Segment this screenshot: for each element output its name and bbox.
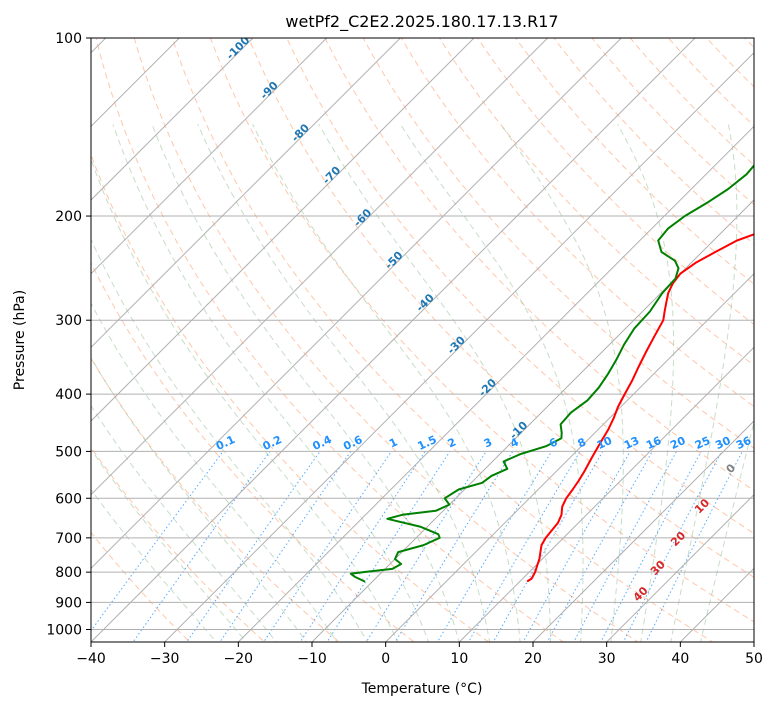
moist-adiabat-line [91, 158, 399, 642]
moist-adiabat-line [91, 488, 217, 642]
moist-adiabat-line [670, 124, 738, 642]
x-tick-label: −40 [76, 651, 106, 667]
plot-area: -100-90-80-70-60-50-40-30-20-100.1 0.2 0.4… [91, 38, 754, 642]
mixing-ratio-line [91, 451, 224, 632]
dry-adiabat-line [400, 38, 754, 408]
dry-adiabat-line [91, 531, 191, 642]
x-tick-label: −20 [224, 651, 254, 667]
x-tick-label: 10 [450, 651, 468, 667]
temperature-line [526, 233, 754, 583]
isotherm-gridline [458, 346, 754, 642]
y-axis-title: Pressure (hPa) [12, 290, 28, 390]
x-tick-label: 40 [671, 651, 689, 667]
mixing-ratio-line [186, 451, 321, 642]
mixing-ratio-label: 25 [693, 434, 712, 452]
isotherm-gridline [91, 38, 328, 275]
isotherm-gridline [163, 51, 754, 642]
dry-adiabat-line [553, 38, 754, 245]
mixing-ratio-line [219, 451, 352, 642]
isotherm-gridline [91, 38, 402, 349]
y-axis: 100 200 300 400 500 600 700 800 900 1000 [46, 31, 91, 638]
x-tick-label: 0 [381, 651, 390, 667]
mixing-ratio-line [263, 451, 392, 642]
mixing-ratio-line [436, 451, 553, 642]
mixing-ratio-line [299, 451, 426, 642]
mixing-ratio-line [467, 451, 581, 642]
chart-title: wetPf2_C2E2.2025.180.17.13.R17 [285, 12, 558, 32]
moist-adiabat-line [91, 448, 247, 642]
dry-adiabat-line [286, 38, 754, 535]
mixing-ratio-line [622, 451, 723, 642]
x-tick-label: 50 [745, 651, 763, 667]
x-tick-label: −30 [150, 651, 180, 667]
y-tick-label: 500 [55, 444, 82, 460]
mixing-ratio-line [645, 451, 743, 642]
mixing-ratio-line [546, 451, 653, 642]
grid-lines [91, 38, 754, 642]
x-tick-label: −10 [297, 651, 327, 667]
profile-series [349, 164, 754, 583]
mixing-ratio-line [326, 451, 451, 642]
moist-adiabat-line [617, 124, 675, 642]
dry-adiabat-line [209, 38, 754, 623]
moist-adiabat-line [91, 356, 308, 642]
dry-adiabat-line [95, 38, 565, 642]
y-tick-label: 100 [55, 31, 82, 47]
isotherm-gridline [237, 125, 754, 642]
dry-adiabat-line [133, 38, 639, 642]
isotherm-gridline [91, 38, 549, 496]
dry-adiabat-line [91, 357, 341, 642]
x-axis-title: Temperature (°C) [361, 681, 483, 697]
dry-adiabat-line [324, 38, 754, 492]
y-tick-label: 900 [55, 595, 82, 611]
isotherm-gridline [91, 38, 475, 422]
x-tick-label: 20 [524, 651, 542, 667]
mixing-ratio-label: 10 [595, 434, 615, 452]
y-tick-label: 200 [55, 209, 82, 225]
y-tick-label: 300 [55, 313, 82, 329]
x-axis: −40 −30 −20 −10 0 10 20 30 40 50 [76, 642, 763, 667]
mixing-ratio-label: 30 [713, 434, 733, 452]
mixing-ratio-label: 16 [644, 434, 664, 452]
plot-frame [90, 37, 755, 643]
mixing-ratio-label: 20 [668, 434, 688, 452]
dry-adiabat-line [248, 38, 754, 578]
isotherm-gridline [384, 272, 754, 642]
dry-adiabat-line [515, 38, 754, 285]
moist-adiabat-line [252, 124, 521, 642]
mixing-ratio-label: 36 [734, 434, 754, 452]
dry-adiabat-line [362, 38, 754, 449]
y-tick-label: 700 [55, 531, 82, 547]
y-tick-label: 1000 [46, 622, 82, 638]
moist-adiabat-line [700, 420, 754, 642]
isotherm-gridline [91, 38, 696, 642]
isotherm-gridline [91, 38, 623, 570]
y-tick-label: 400 [55, 387, 82, 403]
mixing-ratio-label: 13 [622, 434, 641, 452]
mixing-ratio-line [492, 451, 604, 642]
isotherm-gridline [311, 199, 754, 642]
mixing-ratio-line [522, 451, 631, 642]
isotherm-gridline [605, 493, 754, 642]
dry-adiabat-line [91, 261, 415, 642]
y-tick-label: 600 [55, 491, 82, 507]
mixing-ratio-line [132, 451, 271, 642]
isotherm-gridline [91, 38, 254, 201]
dewpoint-line [349, 164, 754, 583]
x-tick-label: 30 [598, 651, 616, 667]
isotherm-gridline [91, 38, 181, 128]
dry-adiabat-line [171, 38, 714, 642]
y-tick-label: 800 [55, 565, 82, 581]
moist-adiabat-line [91, 404, 277, 642]
isotherm-gridline [532, 420, 754, 642]
dry-adiabat-line [591, 38, 754, 206]
